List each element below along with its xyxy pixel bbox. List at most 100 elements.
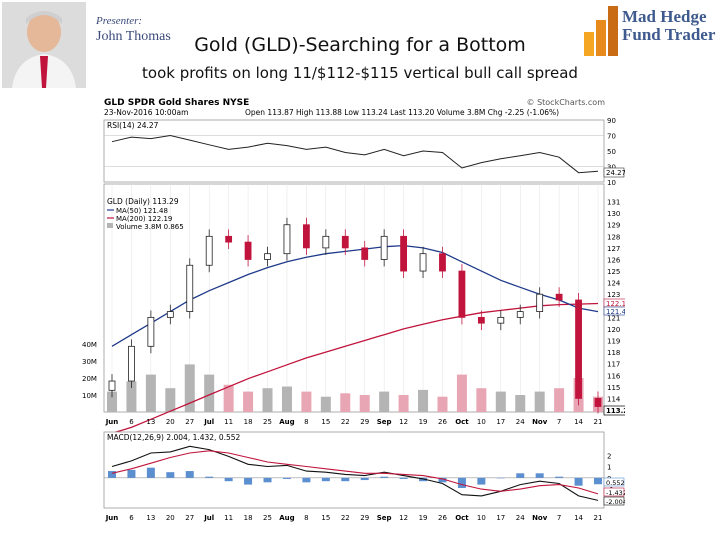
presenter-info: Presenter: John Thomas [96,14,171,44]
date-label: 10 [477,418,486,426]
price-tick-label: 126 [607,256,621,264]
volume-bar [165,388,176,412]
candle [205,229,213,273]
symbol-line: GLD SPDR Gold Shares NYSE [104,98,249,108]
date-label: 6 [129,514,134,522]
price-tick-label: 130 [607,210,620,218]
volume-bar [243,391,254,412]
rsi-panel [103,119,605,183]
candle [594,391,602,414]
date-label: 29 [360,418,369,426]
macd-hist-bar [516,473,525,478]
logo-bars-icon [584,6,618,56]
volume-bar [554,388,565,412]
macd-hist-bar [263,477,272,483]
macd-tags: 0.552 -1.432 -2.004 [603,477,627,506]
volume-bar [418,389,429,412]
candle-body [108,380,116,391]
date-label: 25 [263,418,272,426]
date-label: 8 [304,418,308,426]
candle-body [458,270,466,318]
volume-tick-label: 40M [82,341,97,349]
date-axis-top: Jun 6 13 20 27 Jul 11 18 25 Aug 8 15 22 29 Sep 12 19 26 Oc… [105,418,603,426]
candle-body [575,299,582,399]
volume-bar [301,391,312,412]
date-label: 29 [360,514,369,522]
date-label: 7 [557,514,561,522]
date-label: 26 [438,418,447,426]
candle-body [400,235,408,272]
candle-body [536,293,544,312]
macd-line-tag: -2.004 [606,498,625,506]
macd-signal-line [111,450,599,495]
macd-hist-bar [146,467,155,478]
legend-line-3: MA(200) 122.19 [116,215,172,223]
candle [128,339,135,388]
candle-body [244,241,252,260]
candle [380,229,388,267]
macd-hist-bar [574,477,583,486]
volume-bar [534,391,545,412]
macd-line [111,445,599,501]
date-label: 21 [594,418,603,426]
date-label: 24 [516,514,525,522]
candle [400,229,408,278]
price-tick-label: 128 [607,233,620,241]
candle-body [477,316,485,324]
candle-body [283,224,291,255]
rsi-label: RSI(14) 24.27 [107,121,159,130]
date-label: 18 [244,418,253,426]
date-label: Aug [279,514,294,522]
macd-label: MACD(12,26,9) 2.004, 1.432, 0.552 [107,433,241,442]
candle-body [516,311,524,318]
date-label: 25 [263,514,272,522]
chart-legend: GLD (Daily) 113.29 MA(50) 121.48 MA(200)… [107,197,184,231]
volume-tick-label: 10M [82,392,97,400]
presenter-photo [2,2,86,88]
price-tick-label: 124 [607,280,621,288]
candle [166,304,174,325]
date-label: 12 [399,418,408,426]
candle-body [361,247,369,260]
macd-hist-bar [341,477,350,482]
candle [283,217,291,261]
mad-hedge-logo: Mad Hedge Fund Trader [582,2,718,58]
macd-hist-bar [244,477,253,485]
quote-line: Open 113.87 High 113.88 Low 113.24 Last … [245,108,559,117]
date-label: Jul [203,418,214,426]
volume-bar [184,364,195,412]
date-label: 21 [594,514,603,522]
macd-tick-label: 1 [607,464,611,472]
macd-hist-bar [360,477,369,481]
volume-bar [107,391,117,412]
date-line: 23-Nov-2016 10:00am [104,108,188,117]
macd-hist-bar [399,477,408,479]
volume-tick-label: 20M [82,375,97,383]
date-label: Sep [377,514,392,522]
volume-bar [340,393,351,412]
date-label: 19 [419,514,428,522]
macd-hist-bar [108,471,116,478]
price-tick-label: 116 [607,372,621,380]
volume-bar [262,388,273,412]
date-label: 18 [244,514,253,522]
candle [244,235,252,267]
candle-body [302,224,310,249]
macd-hist-bar [282,477,291,479]
candle-body [225,235,233,243]
volume-bar [515,395,526,412]
volume-bar [204,374,215,412]
macd-hist-bar [477,477,486,485]
candle [302,217,310,255]
candle [516,304,524,325]
volume-bar [359,395,370,412]
presenter-label: Presenter: [96,15,143,27]
logo-line-2: Fund Trader [622,25,716,44]
date-label: Nov [532,514,548,522]
candle [477,310,485,331]
macd-hist-bar [438,477,447,483]
date-label: Oct [455,514,469,522]
slide-title: Gold (GLD)-Searching for a Bottom [194,34,526,56]
price-panel [103,183,605,413]
date-label: 15 [321,418,330,426]
